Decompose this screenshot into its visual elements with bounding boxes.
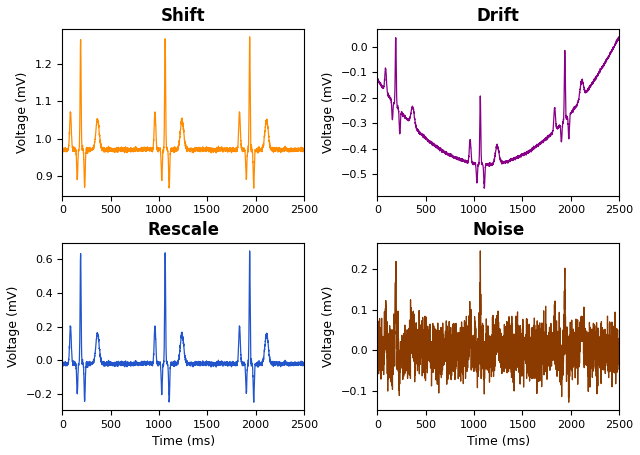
X-axis label: Time (ms): Time (ms) <box>152 435 214 448</box>
Title: Shift: Shift <box>161 7 205 25</box>
Title: Drift: Drift <box>477 7 520 25</box>
Y-axis label: Voltage (mV): Voltage (mV) <box>322 72 335 153</box>
Title: Rescale: Rescale <box>147 221 219 239</box>
X-axis label: Time (ms): Time (ms) <box>467 435 530 448</box>
Y-axis label: Voltage (mV): Voltage (mV) <box>322 286 335 367</box>
Title: Noise: Noise <box>472 221 524 239</box>
Y-axis label: Voltage (mV): Voltage (mV) <box>16 72 29 153</box>
Y-axis label: Voltage (mV): Voltage (mV) <box>7 286 20 367</box>
